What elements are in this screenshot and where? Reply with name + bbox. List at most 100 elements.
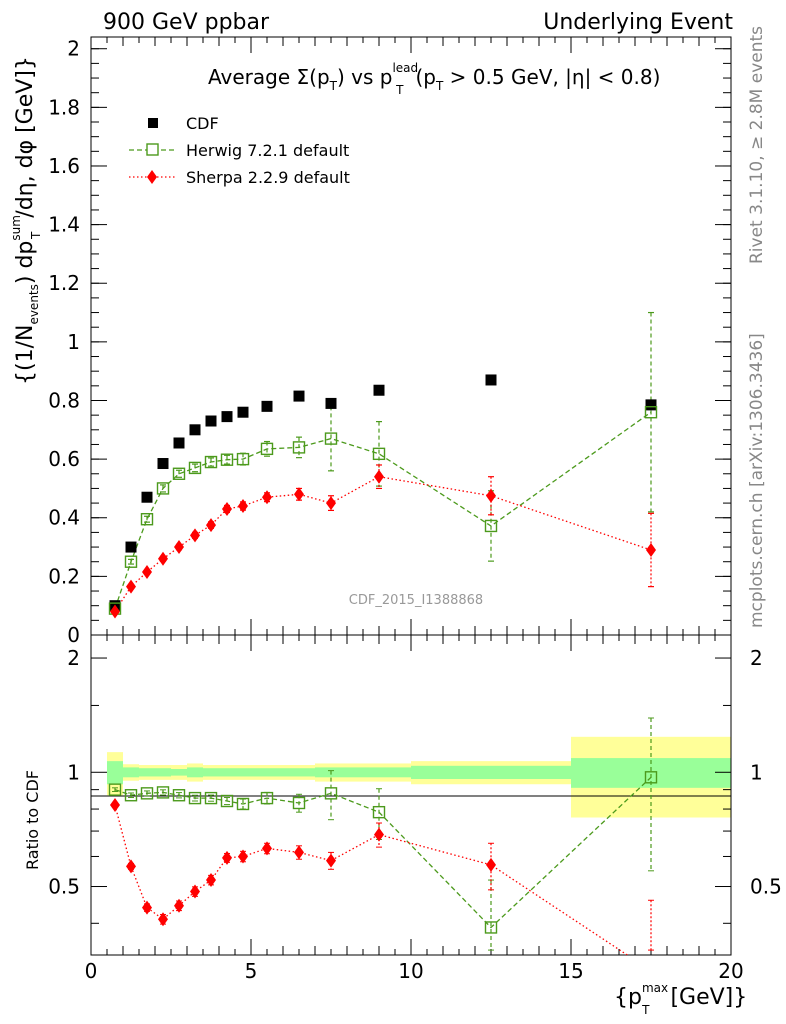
herwig-point xyxy=(124,555,138,568)
herwig-ratio-point xyxy=(108,783,122,796)
cdf-point xyxy=(237,406,249,418)
x-tick-label: 5 xyxy=(245,959,258,983)
analysis-watermark: CDF_2015_I1388868 xyxy=(349,593,483,608)
cdf-point xyxy=(325,397,337,409)
sherpa-line xyxy=(114,476,652,612)
y-ratio-tick-label-right: 1 xyxy=(750,760,763,784)
sherpa-ratio-point xyxy=(158,912,168,927)
sherpa-point xyxy=(486,488,496,503)
y-axis-ratio-label: Ratio to CDF xyxy=(23,770,42,870)
side-label-mcplots: mcplots.cern.ch [arXiv:1306.3436] xyxy=(747,333,767,628)
y-label-part2: ) dp xyxy=(13,241,38,285)
sherpa-ratio-point xyxy=(374,827,384,842)
sherpa-ratio-point xyxy=(126,859,136,874)
sherpa-ratio-point xyxy=(190,884,200,899)
ratio-band-green xyxy=(251,768,283,777)
ratio-band-green xyxy=(283,768,315,777)
sherpa-point xyxy=(158,551,168,566)
cdf-point xyxy=(157,458,169,470)
sherpa-ratio-point xyxy=(646,964,656,978)
herwig-ratio-point xyxy=(124,789,138,802)
x-label-t: T xyxy=(641,1003,650,1017)
sherpa-point xyxy=(294,487,304,502)
herwig-point xyxy=(172,467,186,480)
herwig-ratio-point xyxy=(188,791,202,805)
herwig-point xyxy=(156,482,170,495)
sherpa-ratio-point xyxy=(294,845,304,860)
legend: CDF Herwig 7.2.1 default Sherpa 2.2.9 de… xyxy=(129,114,350,187)
herwig-point xyxy=(372,447,386,461)
x-label-part2: [GeV]} xyxy=(663,985,747,1010)
title-cut-sub: T xyxy=(435,79,444,93)
cdf-point xyxy=(485,374,497,386)
ratio-series xyxy=(108,717,658,978)
y-main-tick-label: 1 xyxy=(67,330,80,354)
cdf-point xyxy=(221,411,233,423)
herwig-ratio-point xyxy=(204,791,218,805)
cdf-point xyxy=(373,384,385,396)
ratio-band-green xyxy=(219,768,235,777)
ratio-band-green xyxy=(411,765,571,780)
ratio-band-green xyxy=(171,769,187,776)
cdf-point xyxy=(645,399,657,411)
y-ratio-tick-label: 2 xyxy=(67,646,80,670)
y-main-tick-label: 0 xyxy=(67,623,80,647)
ratio-band-green xyxy=(187,767,203,778)
herwig-point xyxy=(204,455,218,469)
herwig-ratio-point xyxy=(140,787,154,800)
x-tick-label: 10 xyxy=(398,959,423,983)
sherpa-ratio-point xyxy=(326,853,336,868)
herwig-point xyxy=(644,406,658,419)
y-main-tick-label: 0.4 xyxy=(48,506,80,530)
herwig-ratio-point xyxy=(292,796,306,810)
plot-title: Average Σ(pT) vs plead T(pT > 0.5 GeV, |η… xyxy=(208,61,660,97)
herwig-point xyxy=(140,513,154,526)
title-lead-sup: lead xyxy=(392,61,418,75)
title-prefix: Average xyxy=(208,65,297,89)
herwig-ratio-point xyxy=(220,794,234,808)
legend-label-cdf: CDF xyxy=(186,114,219,133)
sherpa-point xyxy=(238,499,248,514)
sherpa-ratio-point xyxy=(486,857,496,872)
sherpa-point xyxy=(646,542,656,557)
ratio-band-green xyxy=(123,767,139,778)
sherpa-ratio-point xyxy=(238,849,248,864)
cdf-point xyxy=(261,400,273,412)
sherpa-point xyxy=(110,604,120,619)
x-tick-label: 0 xyxy=(85,959,98,983)
legend-label-herwig: Herwig 7.2.1 default xyxy=(186,141,349,160)
herwig-point xyxy=(484,519,498,533)
x-tick-label: 15 xyxy=(558,959,583,983)
herwig-point xyxy=(188,461,202,475)
herwig-ratio-point xyxy=(172,789,186,802)
sherpa-ratio-point xyxy=(222,850,232,865)
sherpa-ratio-point xyxy=(262,841,272,856)
sherpa-point xyxy=(206,518,216,533)
x-axis-label: {pmax T [GeV]} xyxy=(614,981,747,1017)
y-main-tick-label: 0.6 xyxy=(48,447,80,471)
cdf-point xyxy=(293,390,305,402)
herwig-point xyxy=(236,452,250,466)
ratio-band-green xyxy=(139,768,155,777)
y-main-tick-label: 1.4 xyxy=(48,213,80,237)
herwig-point xyxy=(220,453,234,466)
y-label-sum: sum xyxy=(9,215,23,241)
ratio-band-green xyxy=(155,768,171,777)
sherpa-point xyxy=(262,490,272,505)
data-series xyxy=(108,311,658,978)
y-main-tick-label: 1.8 xyxy=(48,95,80,119)
cdf-point xyxy=(189,424,201,436)
title-sigma: Σ(p xyxy=(297,65,330,89)
ratio-band-green xyxy=(107,761,123,785)
sherpa-ratio-point xyxy=(142,900,152,915)
sherpa-ratio-point xyxy=(110,797,120,812)
y-main-tick-label: 0.8 xyxy=(48,388,80,412)
herwig-line xyxy=(114,411,652,609)
y-label-t: T xyxy=(29,231,43,240)
sherpa-point xyxy=(222,501,232,516)
sherpa-point xyxy=(326,496,336,511)
herwig-point xyxy=(292,441,306,454)
x-label-max: max xyxy=(642,981,668,995)
legend-marker-herwig xyxy=(146,143,159,156)
y-main-tick-label: 0.2 xyxy=(48,564,80,588)
